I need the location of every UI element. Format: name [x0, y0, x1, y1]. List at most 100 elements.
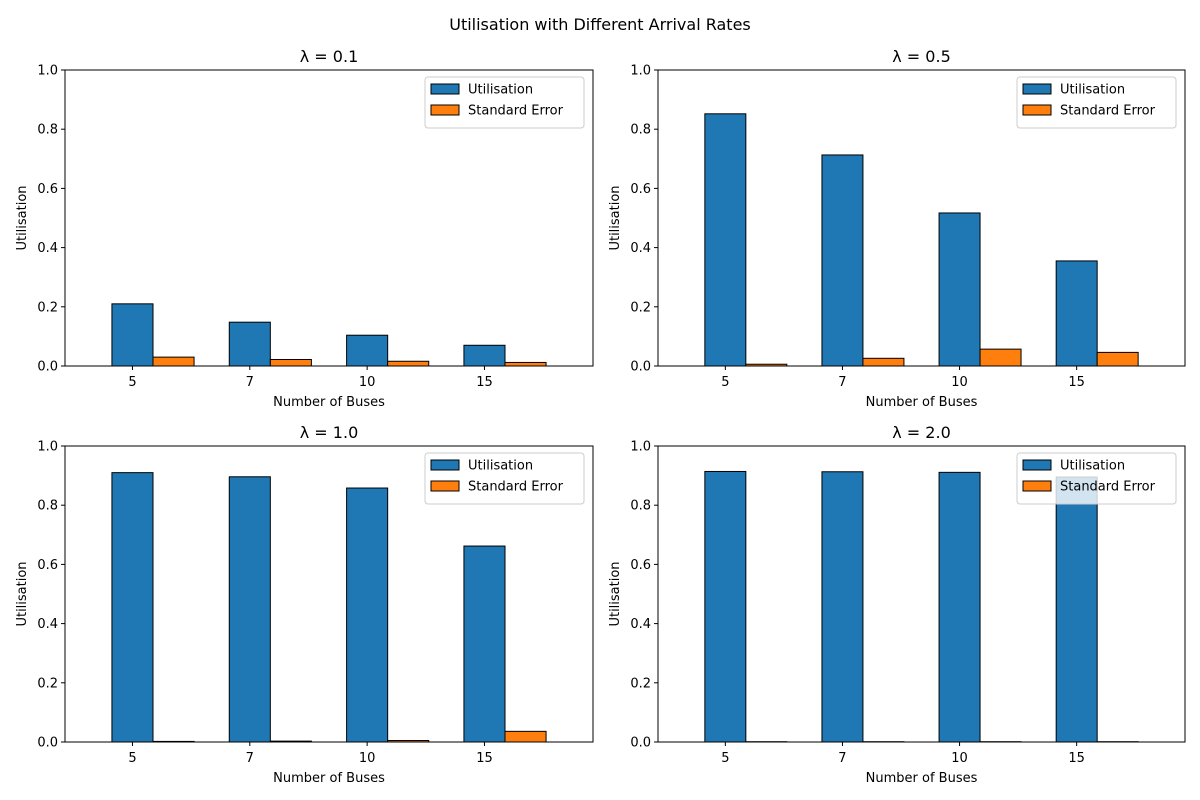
axes-frame: [657, 445, 1186, 743]
bar-utilisation-15: [1055, 476, 1098, 743]
y-tick-label: 0.4: [630, 241, 651, 256]
legend-label-utilisation: Utilisation: [468, 83, 533, 98]
legend-swatch-standard-error: [1022, 104, 1052, 116]
y-tick-label: 0.4: [37, 617, 58, 632]
bar-utilisation-10: [938, 212, 981, 367]
y-tick-label: 0.8: [37, 499, 58, 514]
legend-swatch-standard-error: [430, 104, 460, 116]
bar-utilisation-5: [111, 472, 154, 743]
subplot-2: 0.0 0.2 0.4 0.6 0.8 1.0 5 7 10 15 λ = 0.5 Number of…: [608, 47, 1186, 410]
y-tick-label: 0.6: [37, 182, 58, 197]
legend-label-standard-error: Standard Error: [468, 104, 564, 119]
x-tick-label: 15: [1068, 751, 1085, 766]
y-tick-label: 1.0: [37, 64, 58, 79]
bar-utilisation-7: [228, 321, 271, 367]
x-axis-label: Number of Buses: [273, 395, 385, 410]
y-tick-label: 1.0: [630, 64, 651, 79]
legend: Utilisation Standard Error: [424, 76, 585, 129]
bar-utilisation-10: [938, 471, 981, 743]
x-tick-label: 5: [128, 375, 136, 390]
y-axis-label: Utilisation: [608, 561, 623, 626]
legend-label-standard-error: Standard Error: [1060, 104, 1156, 119]
bar-standard-error-7: [862, 357, 905, 367]
legend-label-standard-error: Standard Error: [1060, 480, 1156, 495]
y-tick-label: 0.8: [37, 123, 58, 138]
x-tick-label: 7: [838, 375, 846, 390]
y-tick-label: 0.0: [37, 360, 58, 375]
bar-standard-error-15: [504, 730, 547, 743]
subplot-1: 0.0 0.2 0.4 0.6 0.8 1.0 5 7 10 15 λ = 0.1 Number of…: [15, 47, 594, 410]
legend-frame: [1016, 452, 1177, 505]
y-tick-label: 0.0: [630, 736, 651, 751]
bar-standard-error-10: [979, 348, 1022, 367]
subplot-title: λ = 0.1: [300, 47, 359, 66]
y-axis-label: Utilisation: [15, 561, 30, 626]
legend-frame: [424, 452, 585, 505]
bar-utilisation-10: [346, 334, 389, 367]
legend-label-utilisation: Utilisation: [1060, 459, 1125, 474]
legend-swatch-utilisation: [1022, 83, 1052, 95]
bar-standard-error-10: [387, 360, 430, 367]
axes-frame: [64, 445, 594, 743]
bar-utilisation-10: [346, 487, 389, 743]
bar-utilisation-7: [821, 154, 864, 367]
y-tick-label: 0.2: [37, 676, 58, 691]
x-tick-label: 10: [359, 751, 376, 766]
x-tick-label: 10: [951, 751, 968, 766]
x-axis-label: Number of Buses: [866, 771, 978, 786]
y-tick-label: 1.0: [630, 440, 651, 455]
x-tick-label: 7: [246, 375, 254, 390]
y-tick-label: 1.0: [37, 440, 58, 455]
y-tick-label: 0.8: [630, 123, 651, 138]
y-tick-label: 0.6: [630, 182, 651, 197]
bar-standard-error-15: [1096, 351, 1139, 367]
legend-frame: [424, 76, 585, 129]
figure-suptitle: Utilisation with Different Arrival Rates: [449, 15, 751, 34]
legend-swatch-utilisation: [430, 83, 460, 95]
bar-utilisation-5: [704, 470, 747, 743]
legend-swatch-standard-error: [430, 480, 460, 492]
x-axis-label: Number of Buses: [273, 771, 385, 786]
y-tick-label: 0.2: [630, 300, 651, 315]
y-tick-label: 0.0: [630, 360, 651, 375]
axes-frame: [657, 69, 1186, 367]
legend-label-standard-error: Standard Error: [468, 480, 564, 495]
x-tick-label: 5: [721, 375, 729, 390]
x-tick-label: 15: [476, 751, 493, 766]
legend: Utilisation Standard Error: [424, 452, 585, 505]
subplot-4: 0.0 0.2 0.4 0.6 0.8 1.0 5 7 10 15 λ = 2.0 Number of…: [608, 423, 1186, 786]
y-tick-label: 0.0: [37, 736, 58, 751]
y-tick-label: 0.6: [37, 558, 58, 573]
legend: Utilisation Standard Error: [1016, 452, 1177, 505]
y-tick-label: 0.8: [630, 499, 651, 514]
x-tick-label: 5: [721, 751, 729, 766]
subplot-title: λ = 0.5: [892, 47, 951, 66]
bar-standard-error-15: [504, 361, 547, 367]
legend-swatch-utilisation: [430, 459, 460, 471]
legend-frame: [1016, 76, 1177, 129]
legend-label-utilisation: Utilisation: [1060, 83, 1125, 98]
x-axis-label: Number of Buses: [866, 395, 978, 410]
bar-utilisation-7: [228, 476, 271, 743]
x-tick-label: 7: [246, 751, 254, 766]
legend-swatch-utilisation: [1022, 459, 1052, 471]
y-tick-label: 0.2: [630, 676, 651, 691]
x-tick-label: 5: [128, 751, 136, 766]
legend: Utilisation Standard Error: [1016, 76, 1177, 129]
bar-standard-error-7: [269, 358, 312, 367]
legend-swatch-standard-error: [1022, 480, 1052, 492]
y-tick-label: 0.6: [630, 558, 651, 573]
y-axis-label: Utilisation: [608, 185, 623, 250]
bar-utilisation-5: [111, 303, 154, 367]
bar-utilisation-15: [463, 344, 506, 367]
subplots: 0.0 0.2 0.4 0.6 0.8 1.0 5 7 10 15 λ = 0.1 Number of…: [15, 47, 1186, 786]
x-tick-label: 15: [1068, 375, 1085, 390]
subplot-title: λ = 2.0: [892, 423, 951, 442]
y-tick-label: 0.2: [37, 300, 58, 315]
y-axis-label: Utilisation: [15, 185, 30, 250]
bar-utilisation-5: [704, 113, 747, 367]
bar-standard-error-5: [152, 356, 195, 367]
x-tick-label: 10: [359, 375, 376, 390]
